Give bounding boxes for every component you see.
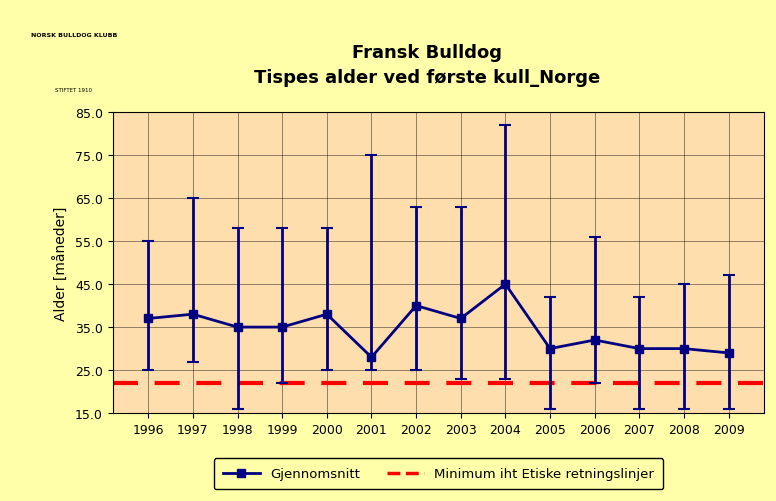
Text: Tispes alder ved første kull_Norge: Tispes alder ved første kull_Norge bbox=[254, 69, 600, 87]
Y-axis label: Alder [måneder]: Alder [måneder] bbox=[54, 206, 69, 320]
Legend: Gjennomsnitt, Minimum iht Etiske retningslinjer: Gjennomsnitt, Minimum iht Etiske retning… bbox=[213, 458, 663, 489]
Text: STIFTET 1910: STIFTET 1910 bbox=[55, 88, 92, 93]
Text: NORSK BULLDOG KLUBB: NORSK BULLDOG KLUBB bbox=[30, 33, 117, 38]
Text: Fransk Bulldog: Fransk Bulldog bbox=[352, 44, 502, 62]
